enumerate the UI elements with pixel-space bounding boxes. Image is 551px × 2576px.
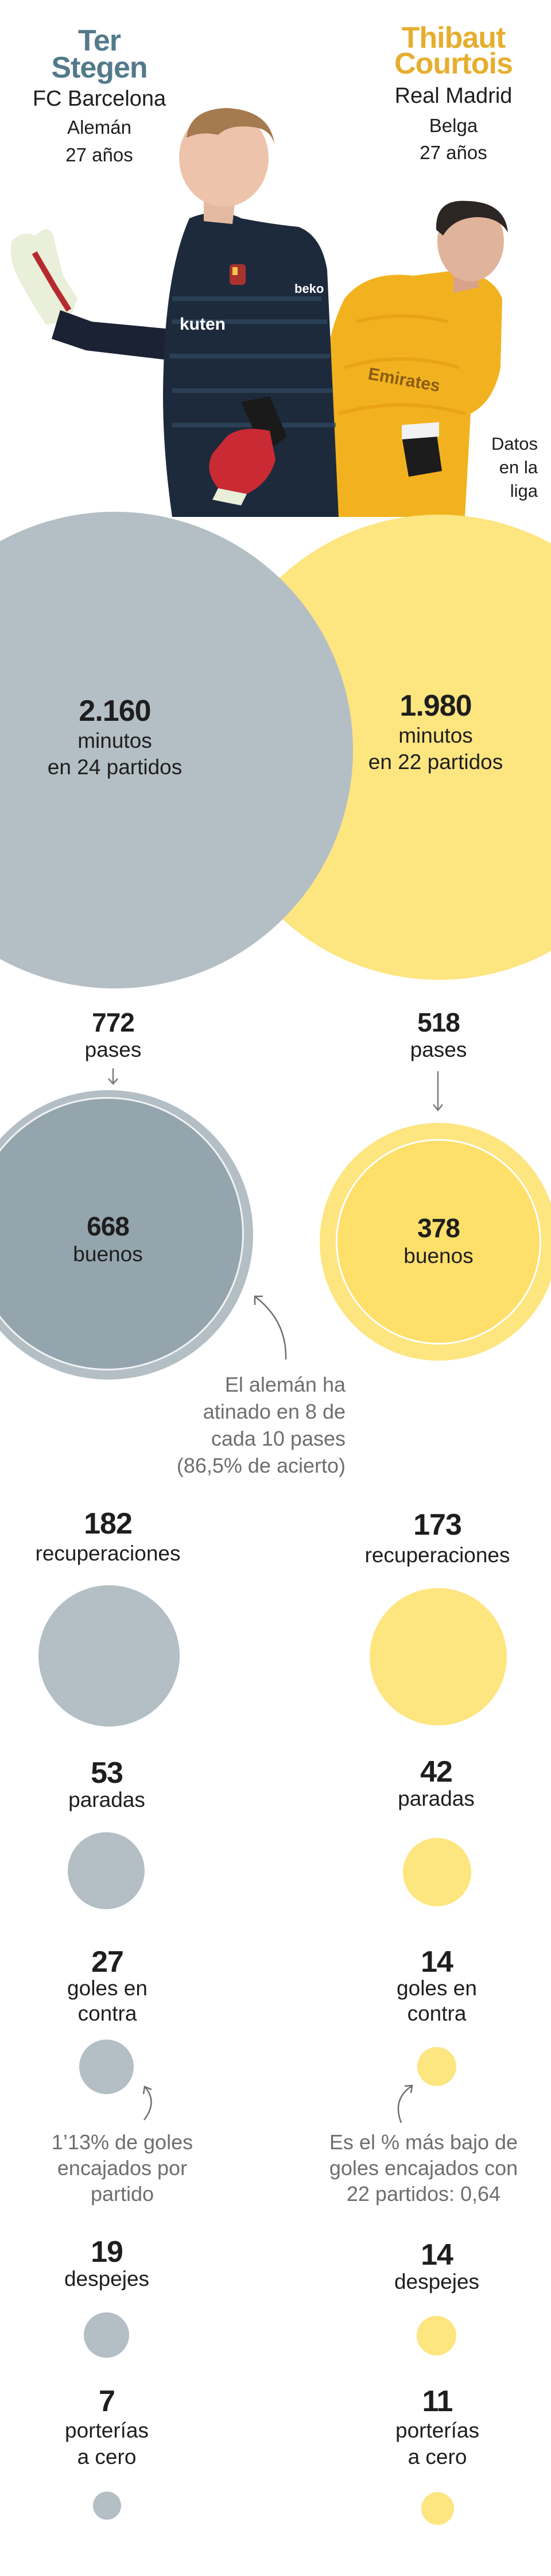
left-player-age: 27 años <box>65 144 133 165</box>
passes-annotation: El alemán ha atinado en 8 de cada 10 pas… <box>177 1371 346 1479</box>
passes-annotation-arrow-icon <box>254 1295 287 1360</box>
scope-note-line-2: en la <box>499 457 538 477</box>
ter-stegen-good-passes-value: 668 <box>87 1211 130 1241</box>
ter-stegen-goals-note-2: encajados por <box>57 2156 188 2180</box>
courtois-passes-arrow-icon <box>433 1071 443 1112</box>
ter-stegen-goals-note-1: 1’13% de goles <box>51 2130 193 2154</box>
right-player-last-name: Courtois <box>394 47 513 80</box>
ter-stegen-clean-sheets-label-1: porterías <box>64 2419 149 2442</box>
courtois-goals-annotation: Es el % más bajo de goles encajados con … <box>329 2129 518 2207</box>
courtois-recoveries-value: 173 <box>413 1508 462 1542</box>
ter-stegen-clearances-label: despejes <box>64 2267 150 2291</box>
left-player-team: FC Barcelona <box>32 87 166 111</box>
courtois-goals-note-1: Es el % más bajo de <box>329 2130 518 2154</box>
courtois-saves-circle <box>403 1838 471 1906</box>
players-photo: Emirates kuten beko <box>10 108 508 517</box>
ter-stegen-recoveries-label: recuperaciones <box>35 1542 181 1565</box>
ter-stegen-clearances-value: 19 <box>91 2235 123 2269</box>
ter-stegen-goals-label-1: goles en <box>67 1976 148 2000</box>
scope-note-line-1: Datos <box>491 434 538 454</box>
right-player-age: 27 años <box>420 142 487 163</box>
courtois-goals-note-2: goles encajados con <box>329 2156 518 2180</box>
ter-stegen-minutes-value: 2.160 <box>79 694 151 728</box>
courtois-saves-label: paradas <box>398 1787 475 1810</box>
courtois-goals-label-1: goles en <box>397 1976 477 2000</box>
courtois-minutes-value: 1.980 <box>399 689 472 723</box>
courtois-good-passes-value: 378 <box>417 1213 460 1243</box>
courtois-goals-note-3: 22 partidos: 0,64 <box>346 2182 501 2206</box>
ter-stegen-minutes-matches: en 24 partidos <box>47 755 183 779</box>
ter-stegen-passes-arrow-icon <box>108 1068 118 1085</box>
courtois-goals-value: 14 <box>421 1945 453 1979</box>
ter-stegen-clean-sheets-label-2: a cero <box>77 2445 137 2469</box>
courtois-recoveries-label: recuperaciones <box>364 1543 510 1567</box>
courtois-goals-annotation-arrow-icon <box>397 2084 413 2123</box>
right-player-team: Real Madrid <box>394 84 513 108</box>
ter-stegen-good-passes-label: buenos <box>73 1242 143 1266</box>
left-player-nationality: Alemán <box>67 117 131 138</box>
ter-stegen-saves-circle <box>68 1832 145 1909</box>
ter-stegen-passes-label: pases <box>84 1038 142 1061</box>
ter-stegen-minutes-label: minutos <box>77 729 152 752</box>
courtois-clean-sheets-value: 11 <box>422 2385 453 2418</box>
courtois-clearances-label: despejes <box>394 2270 480 2293</box>
svg-text:beko: beko <box>294 281 324 296</box>
courtois-clean-sheets-circle <box>421 2492 454 2525</box>
ter-stegen-goals-annotation: 1’13% de goles encajados por partido <box>52 2129 193 2207</box>
courtois-goals-label-2: contra <box>407 2002 467 2025</box>
passes-annotation-line-4: (86,5% de acierto) <box>176 1454 346 1477</box>
courtois-recoveries-circle <box>370 1588 507 1725</box>
passes-annotation-line-2: atinado en 8 de <box>203 1400 346 1423</box>
ter-stegen-recoveries-value: 182 <box>84 1507 133 1540</box>
scope-note-line-3: liga <box>510 481 538 501</box>
left-player-last-name: Stegen <box>51 51 148 84</box>
courtois-clean-sheets-label-2: a cero <box>408 2445 467 2469</box>
left-player-first-name: Ter <box>77 24 121 57</box>
courtois-photo: Emirates <box>320 200 508 517</box>
courtois-passes-good-circle <box>337 1141 540 1343</box>
courtois-clean-sheets-label-1: porterías <box>395 2419 480 2442</box>
right-player-nationality: Belga <box>429 115 478 136</box>
courtois-goals-circle <box>417 2047 456 2086</box>
passes-annotation-line-3: cada 10 pases <box>211 1427 346 1450</box>
ter-stegen-photo: kuten beko <box>10 108 339 517</box>
ter-stegen-clearances-circle <box>84 2312 129 2358</box>
courtois-minutes-matches: en 22 partidos <box>368 750 503 774</box>
courtois-passes-total: 518 <box>417 1007 460 1037</box>
courtois-minutes-label: minutos <box>398 724 473 747</box>
ter-stegen-goals-note-3: partido <box>90 2182 154 2206</box>
ter-stegen-clean-sheets-circle <box>93 2492 121 2520</box>
passes-annotation-line-1: El alemán ha <box>224 1373 346 1396</box>
svg-text:kuten: kuten <box>180 315 226 334</box>
scope-note: Datos en la liga <box>491 432 538 503</box>
ter-stegen-goals-circle <box>79 2040 134 2094</box>
ter-stegen-passes-total: 772 <box>92 1007 135 1037</box>
ter-stegen-saves-label: paradas <box>68 1788 145 1812</box>
right-player-first-name: Thibaut <box>401 21 506 55</box>
courtois-passes-label: pases <box>410 1038 467 1061</box>
ter-stegen-clean-sheets-value: 7 <box>99 2385 115 2418</box>
courtois-good-passes-label: buenos <box>403 1244 474 1268</box>
courtois-clearances-value: 14 <box>421 2238 453 2272</box>
courtois-saves-value: 42 <box>420 1755 453 1789</box>
ter-stegen-saves-value: 53 <box>91 1756 123 1790</box>
ter-stegen-recoveries-circle <box>38 1585 180 1727</box>
ter-stegen-goals-label-2: contra <box>77 2002 137 2025</box>
ter-stegen-goals-annotation-arrow-icon <box>142 2085 152 2121</box>
ter-stegen-goals-value: 27 <box>91 1945 124 1979</box>
courtois-clearances-circle <box>417 2316 456 2355</box>
ter-stegen-passes-good-circle <box>0 1099 242 1369</box>
